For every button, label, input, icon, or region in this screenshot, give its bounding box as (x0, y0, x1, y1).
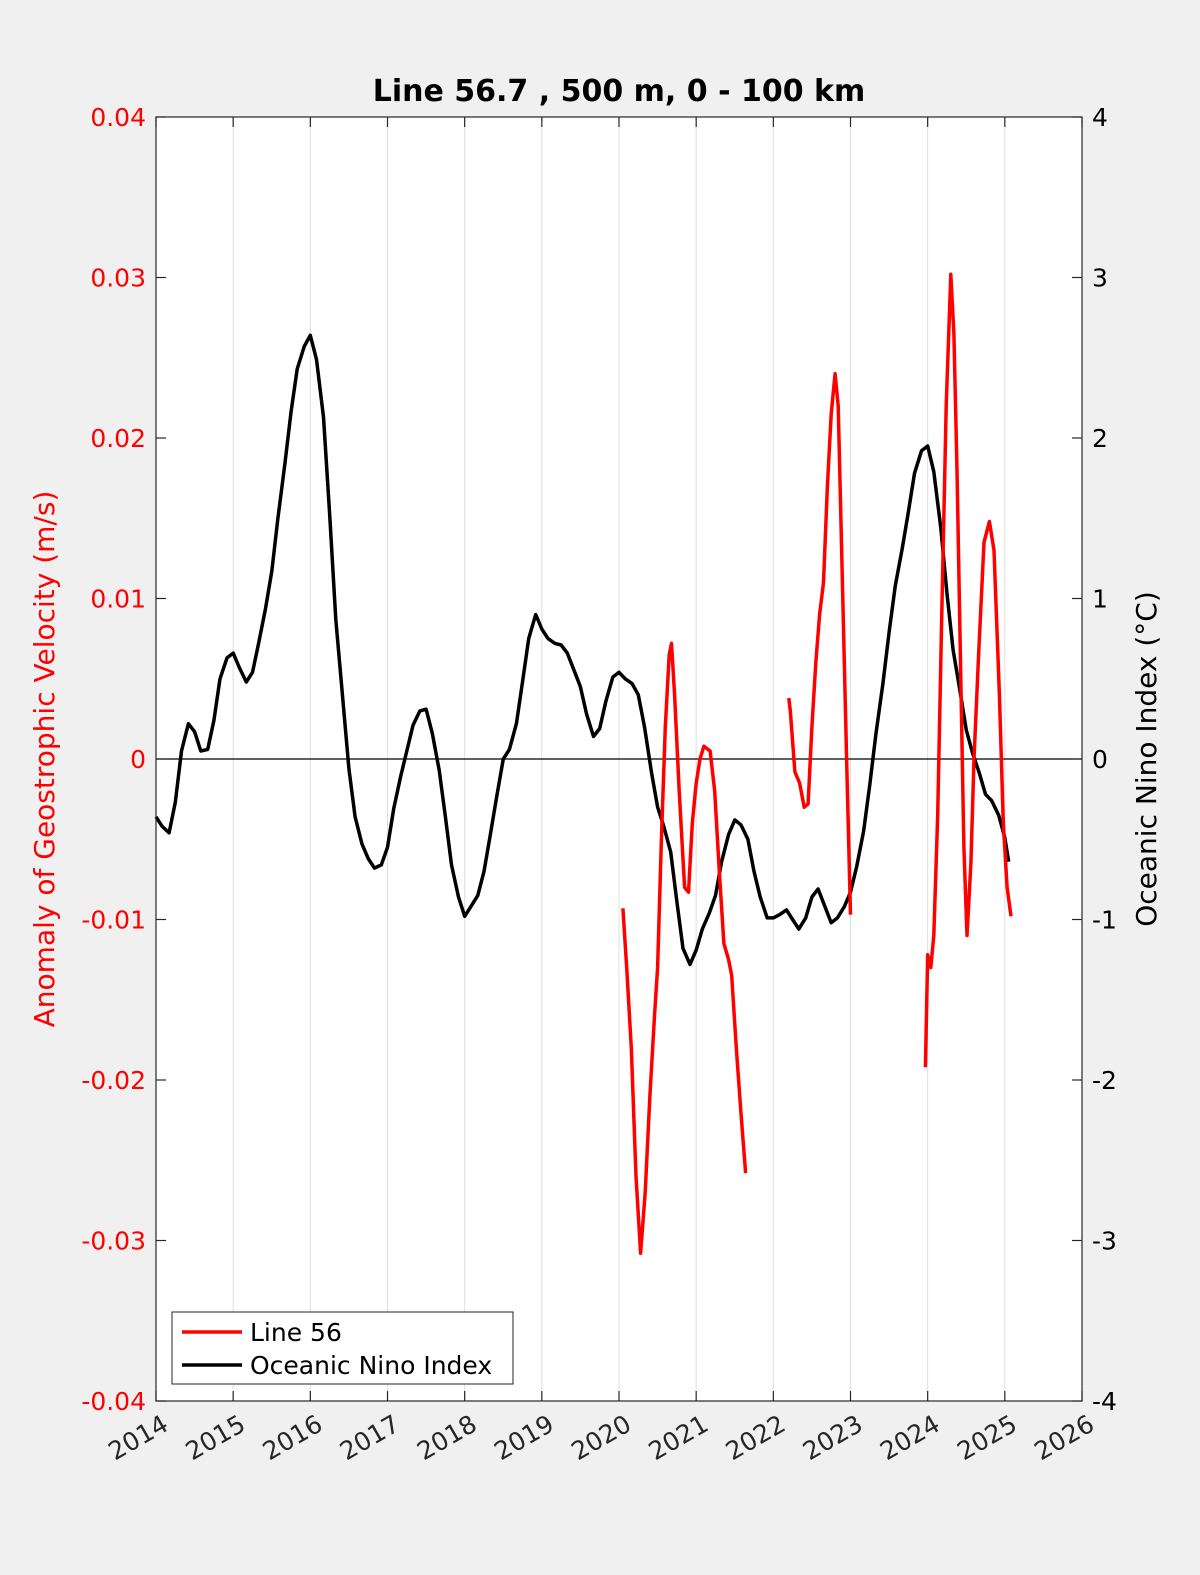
right-axis-label: Oceanic Nino Index (°C) (1130, 591, 1163, 927)
left-axis-label: Anomaly of Geostrophic Velocity (m/s) (28, 491, 61, 1028)
series-line56-segment-3 (923, 272, 1013, 1068)
y-tick-label-0.04: 0.04 (90, 103, 146, 132)
y-tick-label-0.01: 0.01 (90, 585, 146, 614)
y2-tick-label-1: 1 (1092, 585, 1108, 614)
legend: Line 56 Oceanic Nino Index (171, 1311, 514, 1385)
y2-tick-label--4: -4 (1092, 1387, 1117, 1416)
y-tick-label-0: 0 (130, 745, 146, 774)
ticks (155, 116, 1083, 1402)
legend-label-oni: Oceanic Nino Index (250, 1351, 492, 1380)
y2-tick-label--2: -2 (1092, 1066, 1117, 1095)
y2-tick-label-3: 3 (1092, 264, 1108, 293)
y2-tick-label-0: 0 (1092, 745, 1108, 774)
y-tick-label--0.04: -0.04 (81, 1387, 146, 1416)
y-tick-label-0.02: 0.02 (90, 424, 146, 453)
legend-box (171, 1311, 514, 1385)
series-layer (154, 272, 1013, 1256)
y-tick-label--0.03: -0.03 (81, 1227, 146, 1256)
y-tick-label-0.03: 0.03 (90, 264, 146, 293)
y2-tick-label-4: 4 (1092, 103, 1108, 132)
series-line56-segment-1 (621, 641, 748, 1256)
series-line56-segment-2 (787, 372, 853, 915)
chart-title: Line 56.7 , 500 m, 0 - 100 km (373, 74, 866, 109)
y2-tick-label-2: 2 (1092, 424, 1108, 453)
series-oceanic-nino-index-line (154, 333, 1011, 967)
legend-label-line56: Line 56 (250, 1318, 342, 1347)
y-tick-label--0.02: -0.02 (81, 1066, 146, 1095)
y2-tick-label--3: -3 (1092, 1227, 1117, 1256)
y-tick-label--0.01: -0.01 (81, 906, 146, 935)
y2-tick-label--1: -1 (1092, 906, 1117, 935)
